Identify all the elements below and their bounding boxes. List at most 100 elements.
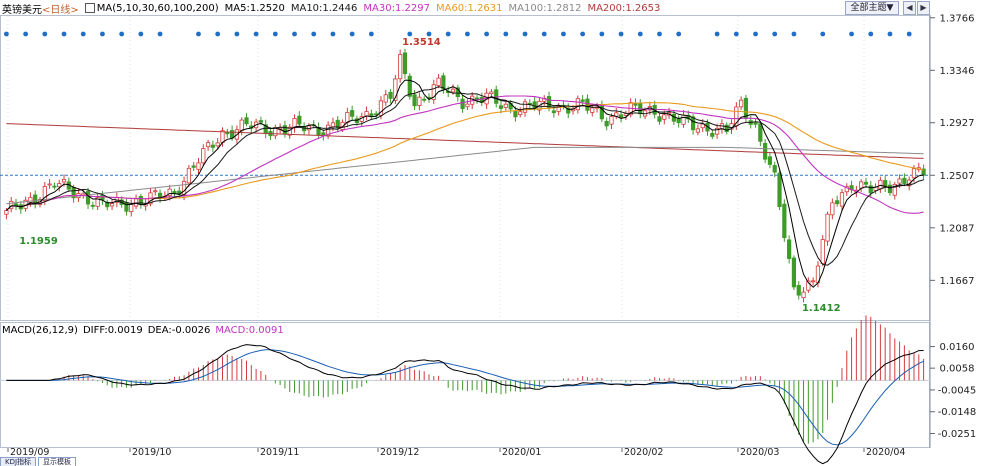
macd-y-tick-label: -0.0148 [938, 407, 977, 418]
candle-body [604, 120, 609, 127]
theme-dropdown-button[interactable]: 全部主题▼ [845, 1, 899, 15]
candle-body [590, 107, 595, 113]
candle-body [85, 191, 91, 205]
ma-label: MA(5,10,30,60,100,200) [96, 2, 219, 14]
x-tick-label: 2020/04 [866, 447, 905, 458]
candle-body [739, 99, 744, 108]
candle-body [700, 123, 705, 129]
candle-body [153, 190, 158, 193]
candle-body [859, 181, 864, 189]
event-dot [23, 31, 29, 37]
high-annotation: 1.3514 [402, 37, 441, 48]
next-arrow-icon[interactable]: ▶ [917, 1, 930, 15]
candle-body [801, 291, 806, 299]
ma100-value: MA100:1.2812 [508, 2, 582, 14]
candle-body [225, 132, 230, 135]
candle-body [878, 179, 883, 190]
candle-body [522, 101, 528, 113]
macd-y-tick-label: 0.0058 [940, 364, 975, 375]
x-tick-label: 2019/12 [380, 447, 419, 458]
candle-body [220, 130, 225, 143]
event-dot [791, 31, 797, 37]
candle-body [383, 94, 388, 103]
candle-body [258, 120, 264, 123]
candle-body [297, 115, 302, 125]
candle-body [441, 75, 446, 90]
candle-body [623, 113, 628, 116]
candle-body [868, 185, 873, 194]
candle-body [767, 156, 773, 165]
candle-body [9, 200, 14, 210]
candle-body [205, 142, 211, 148]
event-dot [820, 31, 826, 37]
candle-body [47, 183, 52, 186]
candle-body [844, 186, 849, 193]
candle-body [273, 127, 278, 137]
prev-arrow-icon[interactable]: ◀ [903, 1, 916, 15]
x-tick-label: 2020/03 [740, 447, 779, 458]
candle-body [369, 113, 374, 117]
ma5-line [6, 79, 924, 288]
candle-body [551, 110, 556, 114]
candle-body [455, 87, 460, 98]
candle-body [498, 105, 504, 109]
candle-body [811, 280, 816, 283]
macd-header: MACD(26,12,9) DIFF:0.0019 DEA:-0.0026 MA… [2, 323, 289, 337]
candle-body [715, 127, 720, 135]
candle-body [911, 168, 917, 179]
dea-line [6, 349, 924, 446]
candle-body [892, 184, 897, 196]
event-dot [522, 31, 528, 37]
candle-body [690, 116, 696, 131]
main-chart-header: 英镑美元 <日线> MA(5,10,30,60,100,200) MA5:1.2… [2, 1, 666, 16]
candle-body [167, 188, 172, 196]
macd-y-tick-label: 0.0160 [940, 342, 975, 353]
main-panel-border [0, 15, 930, 321]
candle-body [465, 103, 470, 108]
candle-body [422, 98, 427, 101]
ma-checkbox-icon[interactable] [84, 3, 95, 13]
ma10-line [6, 86, 924, 266]
candle-body [398, 54, 403, 80]
ma200-value: MA200:1.2653 [587, 2, 661, 14]
macd-value: MACD:0.0091 [215, 324, 284, 336]
event-dot [580, 31, 586, 37]
candle-body [282, 125, 288, 135]
tab-template[interactable]: 显示模板 [38, 457, 77, 466]
symbol-title[interactable]: 英镑美元 [2, 4, 42, 16]
event-dot [61, 31, 67, 37]
candle-body [201, 148, 206, 164]
ma200-line [6, 123, 924, 159]
ma10-value: MA10:1.2446 [290, 2, 358, 14]
candle-body [172, 191, 177, 194]
event-dot [753, 31, 758, 37]
candle-body [763, 143, 768, 160]
candle-body [489, 91, 494, 95]
candle-body [609, 116, 614, 125]
event-dot [868, 31, 874, 37]
candle-body [436, 77, 441, 86]
macd-label[interactable]: MACD(26,12,9) [2, 324, 78, 336]
candle-body [806, 280, 811, 291]
candle-body [566, 107, 571, 114]
candle-body [412, 94, 417, 107]
candle-body [345, 112, 350, 123]
candle-body [796, 285, 801, 296]
candle-body [513, 110, 518, 118]
price-y-tick-label: 1.3766 [940, 13, 975, 24]
event-dot [733, 31, 739, 37]
macd-panel-border [0, 322, 930, 448]
event-dot [599, 31, 605, 37]
candle-body [825, 213, 830, 242]
candle-body [897, 178, 902, 184]
macd-y-tick-label: -0.0251 [938, 429, 977, 440]
candle-body [61, 179, 67, 183]
event-dot [887, 31, 893, 37]
event-dot [234, 31, 240, 37]
tab-kdj[interactable]: KDJ指标 [0, 457, 37, 466]
candle-body [431, 84, 436, 100]
event-dot [637, 31, 643, 37]
price-y-tick-label: 1.2507 [940, 171, 975, 182]
period-label[interactable]: <日线> [42, 4, 79, 16]
